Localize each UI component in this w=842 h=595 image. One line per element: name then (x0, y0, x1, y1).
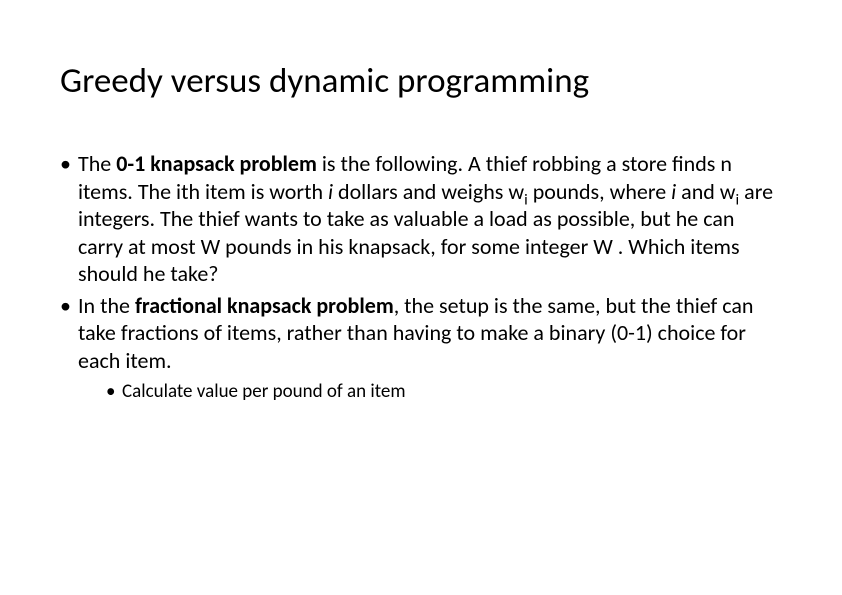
bullet-list: The 0-1 knapsack problem is the followin… (60, 150, 782, 405)
text-segment: pounds, where (528, 178, 671, 205)
text-segment: and w (676, 178, 735, 205)
bullet-item: In the fractional knapsack problem, the … (60, 292, 782, 405)
text-segment: In the (78, 292, 135, 319)
text-segment: Calculate value per pound of an item (122, 380, 406, 403)
bullet-item: The 0-1 knapsack problem is the followin… (60, 150, 782, 288)
sub-bullet-item: Calculate value per pound of an item (106, 380, 782, 405)
slide-title: Greedy versus dynamic programming (60, 60, 782, 102)
slide: Greedy versus dynamic programming The 0-… (0, 0, 842, 595)
text-segment: The (78, 150, 116, 177)
text-segment: dollars and weighs w (333, 178, 524, 205)
sub-bullet-list: Calculate value per pound of an item (106, 380, 782, 405)
text-segment: 0-1 knapsack problem (116, 150, 322, 177)
text-segment: fractional knapsack problem (135, 292, 394, 319)
